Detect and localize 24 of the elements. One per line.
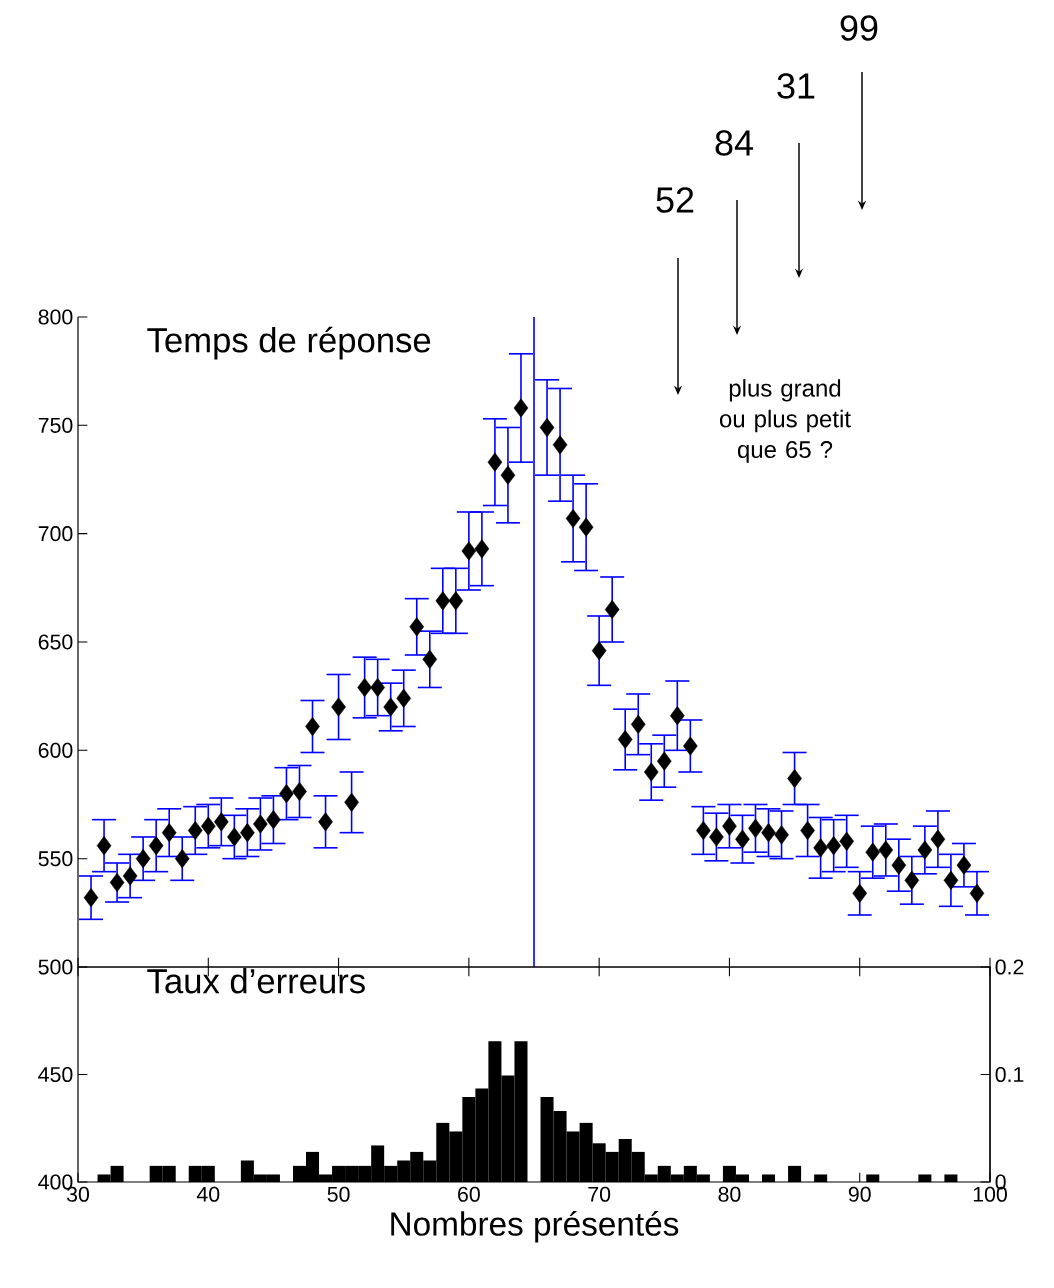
x-tick-label: 50 [327,1186,350,1202]
y-tick-label: 550 [38,851,73,867]
text: 31 [777,73,815,99]
y2-tick-label: 0.2 [995,959,1024,975]
y-tick-label: 650 [38,634,73,650]
x-tick-label: 90 [848,1186,871,1202]
x-tick-label: 80 [718,1186,741,1202]
text: 99 [840,15,878,41]
y-tick-label: 700 [38,526,73,542]
chart-title: Taux d’erreurs [147,968,365,994]
text: 84 [715,130,753,156]
y-tick-label: 450 [38,1066,73,1083]
y2-tick-label: 0.1 [995,1066,1024,1083]
x-tick-label: 40 [196,1186,220,1202]
annotation: plus grand ou plus petit que 65 ? [719,379,851,463]
x-tick-label: 70 [588,1186,611,1202]
y-tick-label: 600 [38,742,73,758]
x-tick-label: 60 [458,1186,480,1202]
x-axis-title: Nombres présentés [391,1210,679,1243]
y-tick-label: 750 [38,417,73,433]
chart-title: Temps de réponse [147,326,431,360]
text: 52 [656,187,694,213]
y-tick-label: 800 [38,309,73,325]
y-tick-label: 500 [38,959,73,975]
